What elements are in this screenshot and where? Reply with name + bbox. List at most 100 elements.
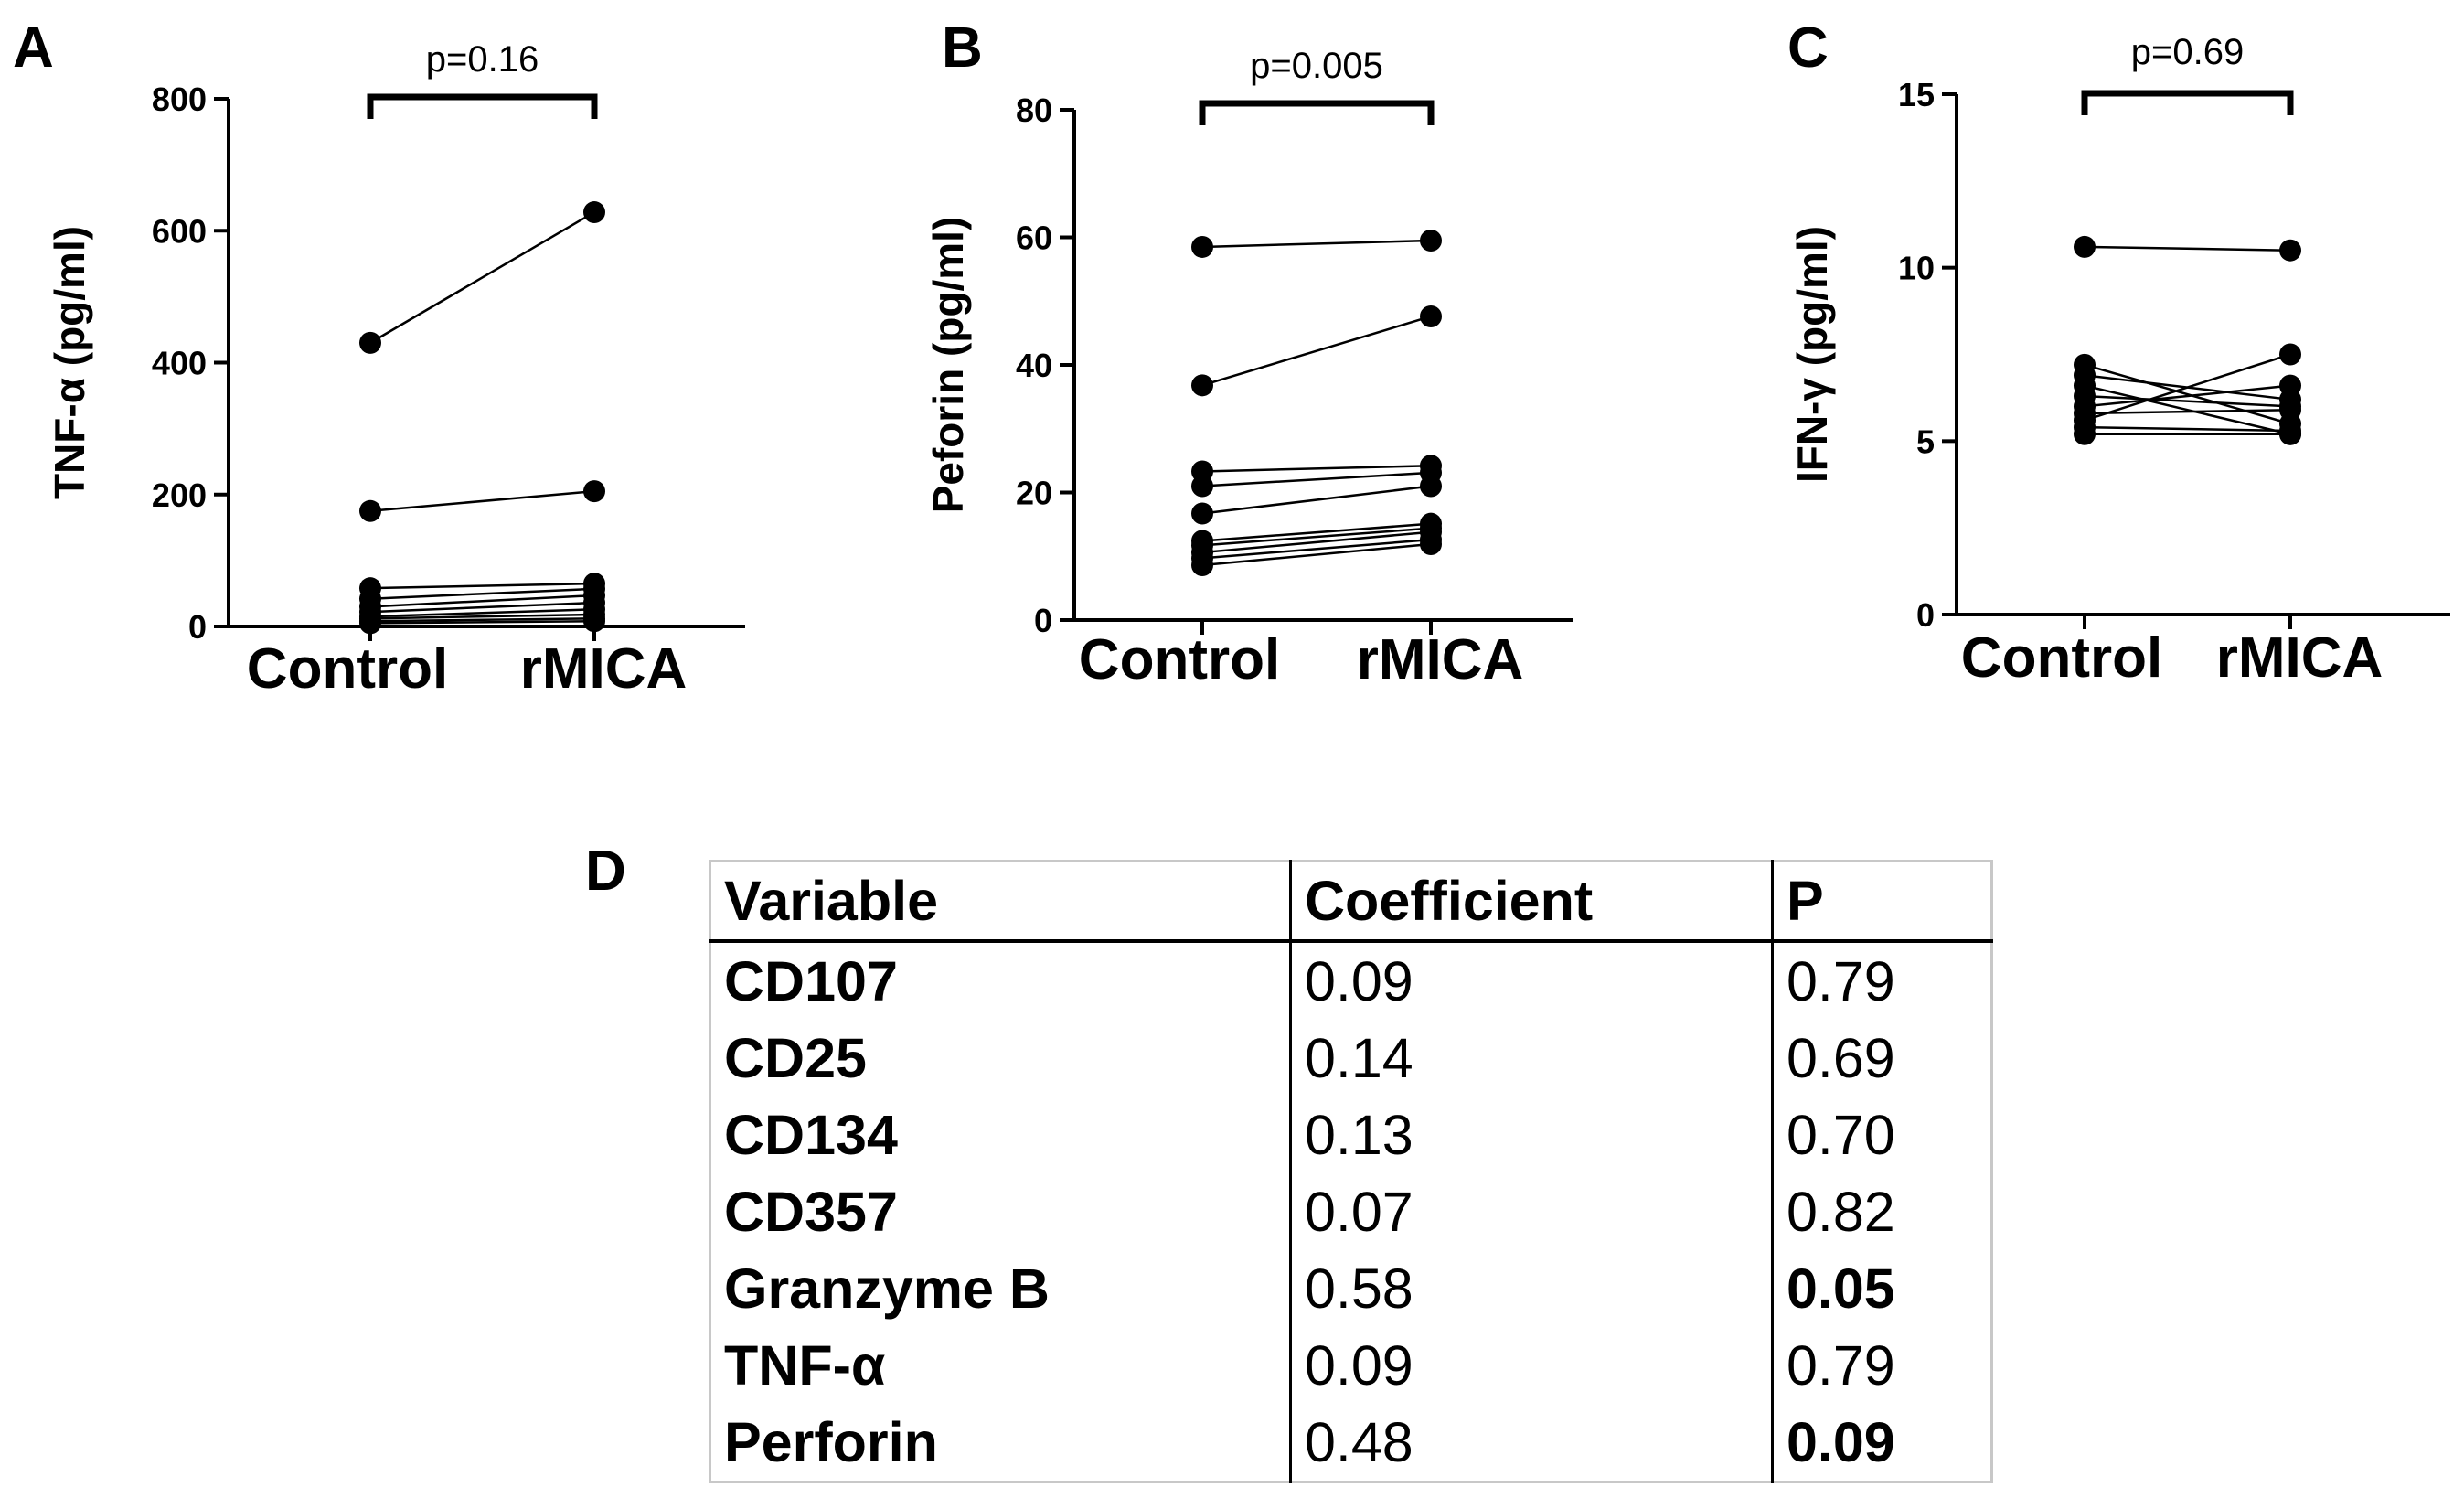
cell-variable: Perforin [709,1404,1292,1482]
pair-line [2084,245,2291,252]
pair-line [1201,485,1432,515]
p-value-label: p=0.69 [2131,32,2244,72]
cell-variable: CD25 [709,1020,1292,1097]
panel-letter-c: C [1787,16,1829,80]
data-point-control [1191,475,1213,498]
pair-line [1201,239,1432,249]
cell-variable: CD134 [709,1097,1292,1173]
pair-line [369,210,595,344]
data-point-rmica [2279,374,2301,397]
data-point-rmica [1420,475,1442,498]
pair-line [369,613,595,620]
pair-line [369,594,595,608]
table-row: Perforin 0.48 0.09 [709,1404,1992,1482]
pair-line [1201,530,1432,554]
data-point-control [1191,502,1213,525]
header-coefficient: Coefficient [1290,861,1774,943]
p-value-label: p=0.005 [1250,46,1383,86]
cell-coefficient: 0.07 [1290,1173,1774,1250]
x-category-label: rMICA [1357,628,1524,691]
pair-line [2084,363,2291,425]
pair-line [2084,394,2291,408]
x-category-label: rMICA [2216,626,2384,690]
table-header-row: Variable Coefficient P [709,861,1992,943]
panel-letter-a: A [13,16,54,80]
cell-coefficient: 0.14 [1290,1020,1774,1097]
y-tick-label: 40 [1016,347,1052,384]
data-point-rmica [1420,229,1442,252]
header-variable: Variable [709,861,1292,943]
cell-variable: CD357 [709,1173,1292,1250]
significance-bracket [2081,90,2294,115]
pair-line [2084,353,2291,422]
header-p: P [1772,861,1992,943]
x-category-label: rMICA [520,637,688,701]
pair-line [2084,384,2291,408]
pair-line [1201,542,1432,567]
data-point-rmica [583,610,605,633]
y-tick-label: 15 [1898,76,1935,113]
cell-variable: TNF-α [709,1327,1292,1404]
table-row: CD25 0.14 0.69 [709,1020,1992,1097]
cell-p: 0.82 [1787,1181,1895,1243]
cell-variable: Granzyme B [709,1250,1292,1327]
cell-coefficient: 0.09 [1290,941,1774,1020]
cell-coefficient: 0.13 [1290,1097,1774,1173]
data-point-rmica [2279,423,2301,445]
table-row: CD357 0.07 0.82 [709,1173,1992,1250]
data-point-rmica [583,480,605,503]
data-point-rmica [1420,305,1442,327]
data-point-control [1191,554,1213,577]
y-tick-label: 60 [1016,219,1052,257]
p-value-label: p=0.16 [426,39,539,80]
cell-p: 0.79 [1787,1334,1895,1397]
cell-coefficient: 0.48 [1290,1404,1774,1482]
y-tick-label: 5 [1916,423,1935,460]
pair-line [2084,408,2291,415]
data-point-rmica [583,201,605,224]
y-axis-label: TNF-α (pg/ml) [46,226,93,499]
y-tick-label: 20 [1016,475,1052,512]
cell-p: 0.69 [1787,1027,1895,1089]
panel-letter-d: D [585,840,626,903]
chart-panel-b: 0 20 40 60 80 Control rMICA Peforin (pg/ml) p=0.… [924,46,1573,691]
pair-line [1201,527,1432,547]
cell-p: 0.05 [1787,1258,1895,1320]
y-tick-label: 0 [188,608,207,646]
x-category-label: Control [1079,628,1280,691]
data-point-rmica [2279,239,2301,262]
significance-bracket [367,93,598,119]
cell-variable: CD107 [709,941,1292,1020]
data-point-control [359,499,381,522]
cell-coefficient: 0.58 [1290,1250,1774,1327]
y-axis-label: Peforin (pg/ml) [924,217,972,514]
data-point-control [2074,423,2096,445]
table-row: Granzyme B 0.58 0.05 [709,1250,1992,1327]
regression-table: Variable Coefficient P CD107 0.09 0.79 C… [709,860,1993,1483]
data-point-control [2074,235,2096,258]
pair-line [1201,522,1432,542]
data-point-control [1191,374,1213,397]
y-tick-label: 200 [152,476,207,514]
y-axis-label: IFN-γ (pg/ml) [1788,226,1836,483]
table-row: TNF-α 0.09 0.79 [709,1327,1992,1404]
data-point-rmica [2279,399,2301,422]
table-row: CD134 0.13 0.70 [709,1097,1992,1173]
y-tick-label: 0 [1916,596,1935,634]
y-tick-label: 0 [1034,602,1052,639]
pair-line [2084,384,2291,435]
chart-panel-c: 0 5 10 15 Control rMICA IFN-γ (pg/ml) p=0.69 [1788,32,2450,690]
pair-line [1201,464,1432,473]
y-tick-label: 80 [1016,91,1052,129]
y-tick-label: 400 [152,345,207,382]
data-point-control [359,331,381,354]
pair-line [369,601,595,614]
pair-line [1201,538,1432,560]
data-point-rmica [2279,343,2301,366]
pair-line [369,619,595,625]
significance-bracket [1199,100,1435,125]
data-point-rmica [1420,532,1442,555]
x-category-label: Control [247,637,448,701]
data-point-control [1191,235,1213,258]
